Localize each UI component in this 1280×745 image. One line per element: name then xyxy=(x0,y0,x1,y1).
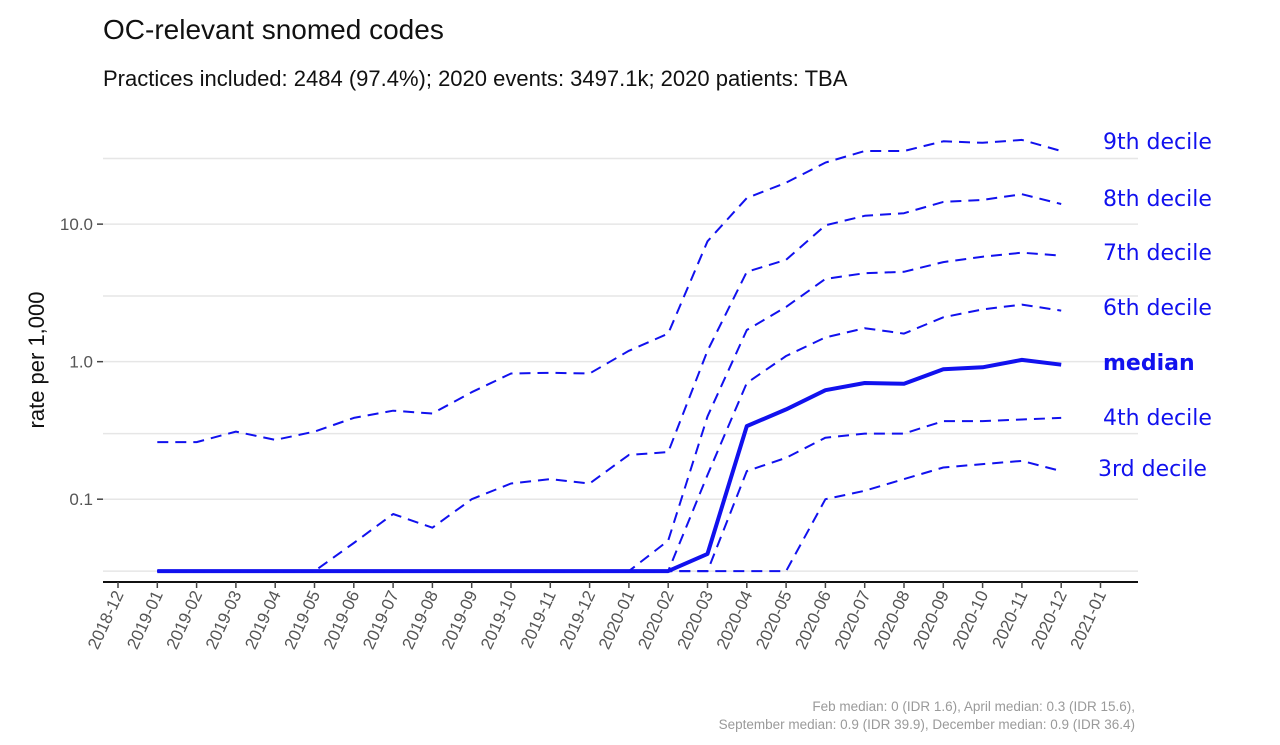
grid-lines xyxy=(103,157,1138,572)
x-tick-label: 2020-09 xyxy=(909,588,953,653)
series-line-9th-decile xyxy=(157,138,1062,444)
series-line-4th-decile xyxy=(157,416,1062,573)
y-tick-label: 0.1 xyxy=(69,490,93,509)
series-label-3rd-decile: 3rd decile xyxy=(1098,457,1207,482)
x-tick-label: 2019-06 xyxy=(320,588,364,653)
y-tick-label: 1.0 xyxy=(69,353,93,372)
x-tick-label: 2019-09 xyxy=(438,588,482,653)
y-tick-label: 10.0 xyxy=(60,215,93,234)
x-tick-label: 2019-12 xyxy=(556,588,600,653)
decile-line-chart: 0.11.010.0 2018-122019-012019-022019-032… xyxy=(24,130,1212,653)
series-label-8th-decile: 8th decile xyxy=(1103,187,1212,212)
x-tick-label: 2020-01 xyxy=(595,588,639,653)
series-line-3rd-decile xyxy=(157,459,1062,573)
y-axis-label: rate per 1,000 xyxy=(24,292,49,429)
x-tick-label: 2019-10 xyxy=(477,588,521,653)
x-tick-label: 2020-04 xyxy=(713,588,757,653)
caption: Feb median: 0 (IDR 1.6), April median: 0… xyxy=(435,698,1135,734)
series-label-median: median xyxy=(1103,351,1195,376)
x-tick-label: 2019-08 xyxy=(398,588,442,653)
caption-line-1: Feb median: 0 (IDR 1.6), April median: 0… xyxy=(812,699,1135,714)
x-tick-label: 2020-12 xyxy=(1027,588,1071,653)
chart-title: OC-relevant snomed codes xyxy=(103,14,444,45)
series-line-7th-decile xyxy=(157,251,1062,573)
x-tick-label: 2019-04 xyxy=(241,588,285,653)
x-axis: 2018-122019-012019-022019-032019-042019-… xyxy=(84,581,1138,653)
series-label-7th-decile: 7th decile xyxy=(1103,241,1212,266)
x-tick-label: 2021-01 xyxy=(1067,588,1111,653)
x-tick-label: 2020-03 xyxy=(674,588,718,653)
x-tick-label: 2020-11 xyxy=(988,588,1031,651)
x-tick-label: 2018-12 xyxy=(84,588,128,653)
x-tick-label: 2020-05 xyxy=(752,588,796,653)
x-tick-label: 2019-02 xyxy=(163,588,207,653)
series-line-8th-decile xyxy=(157,193,1062,573)
x-tick-label: 2020-10 xyxy=(949,588,993,653)
series-labels: 9th decile 8th decile 7th decile 6th decile… xyxy=(1098,130,1212,482)
y-axis: 0.1 1.0 10.0 xyxy=(60,215,103,509)
x-tick-label: 2019-11 xyxy=(517,588,560,651)
x-tick-label: 2019-03 xyxy=(202,588,246,653)
caption-line-2: September median: 0.9 (IDR 39.9), Decemb… xyxy=(718,717,1135,732)
series-label-9th-decile: 9th decile xyxy=(1103,130,1212,155)
x-tick-label: 2020-02 xyxy=(634,588,678,653)
chart-subtitle: Practices included: 2484 (97.4%); 2020 e… xyxy=(103,66,848,91)
x-tick-label: 2019-01 xyxy=(123,588,167,653)
series-line-6th-decile xyxy=(157,303,1062,573)
x-tick-label: 2019-07 xyxy=(359,588,403,653)
series-label-6th-decile: 6th decile xyxy=(1103,296,1212,321)
series-label-4th-decile: 4th decile xyxy=(1103,406,1212,431)
x-tick-label: 2020-07 xyxy=(831,588,875,653)
x-tick-label: 2020-06 xyxy=(791,588,835,653)
series-lines xyxy=(157,138,1062,574)
x-tick-label: 2019-05 xyxy=(281,588,325,653)
x-tick-label: 2020-08 xyxy=(870,588,914,653)
series-line-median xyxy=(157,357,1062,574)
